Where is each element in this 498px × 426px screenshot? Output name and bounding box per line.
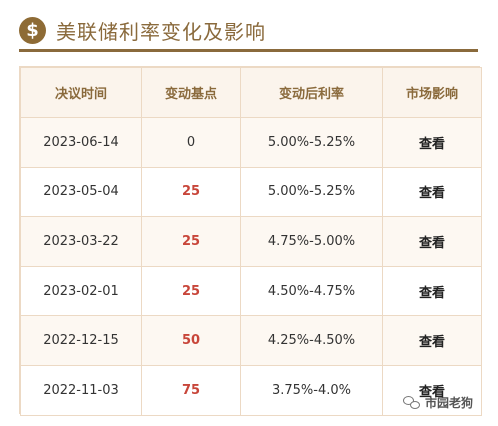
resulting-rate: 3.75%-4.0%	[240, 364, 383, 416]
resulting-rate: 4.25%-4.50%	[240, 315, 383, 366]
table-header-row: 决议时间 变动基点 变动后利率 市场影响	[20, 67, 482, 118]
table-row: 2023-05-04 25 5.00%-5.25% 查看	[20, 166, 482, 218]
resulting-rate: 5.00%-5.25%	[240, 117, 383, 168]
decision-date: 2022-11-03	[20, 364, 142, 416]
view-impact-link[interactable]: 查看	[382, 166, 482, 218]
wechat-icon	[403, 395, 421, 410]
rate-table-container: 决议时间 变动基点 变动后利率 市场影响 2023-06-14 0 5.00%-…	[19, 66, 482, 416]
basis-point-change: 75	[141, 364, 241, 416]
decision-date: 2023-06-14	[20, 117, 142, 168]
basis-point-change: 50	[141, 315, 241, 366]
table-row: 2022-12-15 50 4.25%-4.50% 查看	[20, 315, 482, 366]
resulting-rate: 5.00%-5.25%	[240, 166, 383, 218]
decision-date: 2023-02-01	[20, 265, 142, 317]
view-impact-link[interactable]: 查看	[382, 364, 482, 416]
column-header-date: 决议时间	[20, 67, 142, 118]
resulting-rate: 4.75%-5.00%	[240, 216, 383, 267]
decision-date: 2022-12-15	[20, 315, 142, 366]
basis-point-change: 25	[141, 216, 241, 267]
column-header-rate: 变动后利率	[240, 67, 383, 118]
view-impact-link[interactable]: 查看	[382, 265, 482, 317]
rate-table: 决议时间 变动基点 变动后利率 市场影响 2023-06-14 0 5.00%-…	[20, 67, 482, 416]
page-title: 美联储利率变化及影响	[56, 20, 266, 44]
dollar-icon: $	[19, 17, 46, 44]
decision-date: 2023-03-22	[20, 216, 142, 267]
table-row: 2023-02-01 25 4.50%-4.75% 查看	[20, 265, 482, 317]
view-impact-link[interactable]: 查看	[382, 117, 482, 168]
watermark: 市园老狗	[403, 394, 473, 411]
table-row: 2022-11-03 75 3.75%-4.0% 查看	[20, 364, 482, 416]
decision-date: 2023-05-04	[20, 166, 142, 218]
table-row: 2023-03-22 25 4.75%-5.00% 查看	[20, 216, 482, 267]
basis-point-change: 0	[141, 117, 241, 168]
view-impact-link[interactable]: 查看	[382, 315, 482, 366]
page-header: $ 美联储利率变化及影响	[19, 12, 478, 52]
column-header-impact: 市场影响	[382, 67, 482, 118]
resulting-rate: 4.50%-4.75%	[240, 265, 383, 317]
column-header-bp: 变动基点	[141, 67, 241, 118]
view-impact-link[interactable]: 查看	[382, 216, 482, 267]
table-row: 2023-06-14 0 5.00%-5.25% 查看	[20, 117, 482, 168]
basis-point-change: 25	[141, 265, 241, 317]
watermark-text: 市园老狗	[425, 396, 474, 410]
basis-point-change: 25	[141, 166, 241, 218]
